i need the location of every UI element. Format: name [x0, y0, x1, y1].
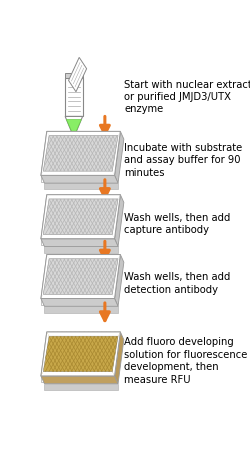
Polygon shape [41, 234, 115, 239]
Polygon shape [43, 199, 118, 234]
Polygon shape [41, 131, 120, 175]
Polygon shape [47, 195, 120, 199]
Bar [73, 69, 75, 73]
FancyBboxPatch shape [65, 78, 82, 117]
Polygon shape [41, 171, 115, 175]
Bar [65, 74, 83, 79]
Polygon shape [44, 183, 118, 190]
Polygon shape [114, 195, 124, 246]
Polygon shape [44, 384, 118, 390]
Polygon shape [47, 332, 120, 336]
Polygon shape [41, 332, 120, 376]
Polygon shape [41, 175, 118, 183]
Polygon shape [112, 332, 120, 376]
Polygon shape [41, 298, 115, 305]
Text: Wash wells, then add
detection antibody: Wash wells, then add detection antibody [124, 272, 230, 295]
Text: Start with nuclear extract
or purified JMJD3/UTX
enzyme: Start with nuclear extract or purified J… [124, 80, 250, 114]
Polygon shape [66, 120, 81, 137]
Polygon shape [41, 298, 118, 306]
Polygon shape [112, 195, 120, 239]
Polygon shape [41, 376, 115, 382]
Polygon shape [65, 117, 82, 138]
Polygon shape [68, 58, 86, 92]
Polygon shape [112, 131, 120, 175]
Polygon shape [41, 131, 49, 175]
Polygon shape [41, 239, 118, 246]
Polygon shape [114, 131, 124, 183]
Polygon shape [114, 332, 124, 384]
Polygon shape [41, 255, 49, 298]
Polygon shape [47, 131, 120, 136]
Polygon shape [47, 255, 120, 259]
Polygon shape [41, 372, 115, 376]
Polygon shape [112, 255, 120, 298]
Polygon shape [43, 136, 118, 171]
Polygon shape [41, 332, 49, 376]
Polygon shape [41, 195, 120, 239]
Text: Wash wells, then add
capture antibody: Wash wells, then add capture antibody [124, 213, 230, 235]
Polygon shape [41, 376, 118, 384]
Polygon shape [43, 336, 118, 372]
Polygon shape [41, 195, 49, 239]
Polygon shape [41, 294, 115, 298]
Polygon shape [44, 246, 118, 253]
Polygon shape [41, 255, 120, 298]
Polygon shape [44, 306, 118, 313]
Polygon shape [114, 255, 124, 306]
Polygon shape [41, 239, 115, 245]
Polygon shape [43, 259, 118, 294]
Text: Add fluoro developing
solution for fluorescence
development, then
measure RFU: Add fluoro developing solution for fluor… [124, 337, 248, 385]
Polygon shape [41, 175, 115, 182]
Text: Incubate with substrate
and assay buffer for 90
minutes: Incubate with substrate and assay buffer… [124, 143, 242, 178]
